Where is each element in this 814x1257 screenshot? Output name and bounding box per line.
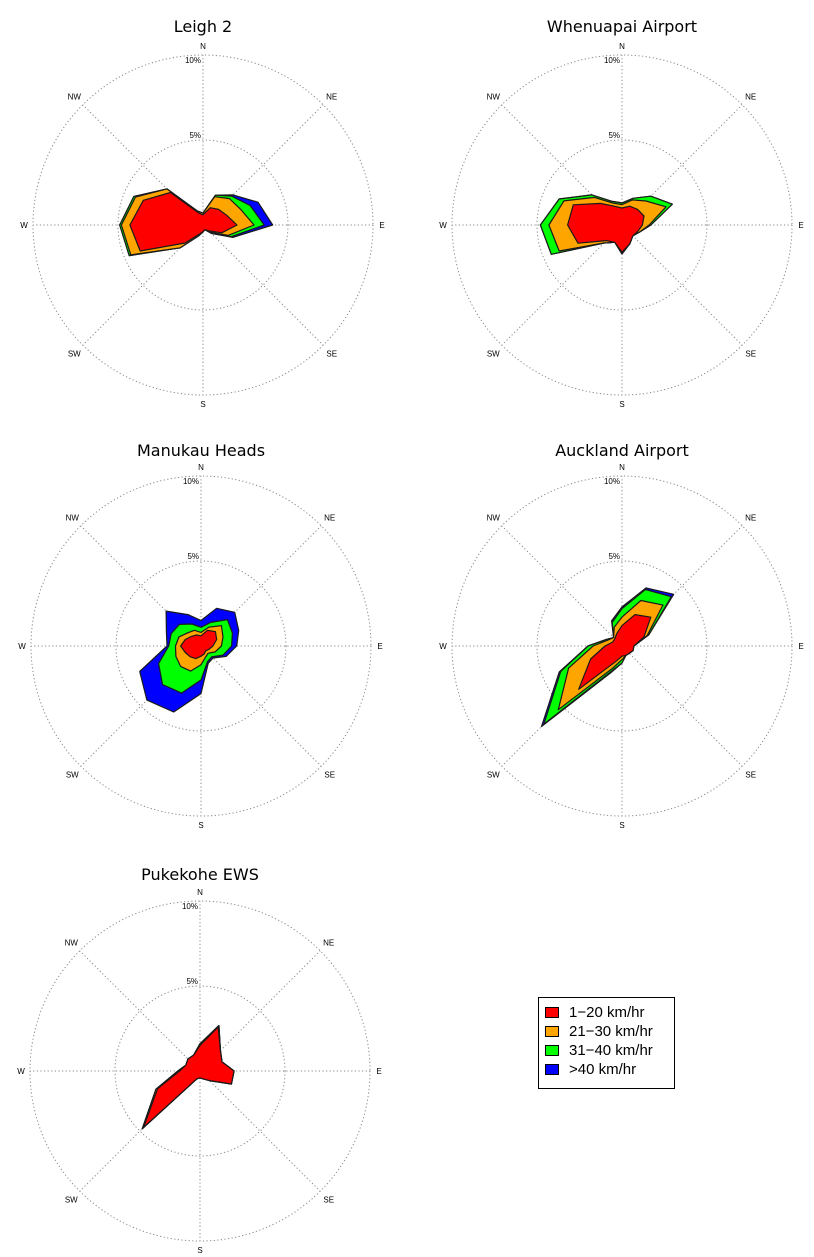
grid-spoke xyxy=(199,1070,321,1192)
ring-label-10: 10% xyxy=(185,56,201,65)
compass-label-sw: SW xyxy=(66,771,79,780)
grid-ring-5 xyxy=(536,139,708,311)
grid-spoke xyxy=(621,224,743,346)
panel-title: Auckland Airport xyxy=(555,441,689,460)
compass-label-nw: NW xyxy=(68,92,82,101)
compass-label-nw: NW xyxy=(65,938,79,947)
ring-label-10: 10% xyxy=(604,56,620,65)
legend-swatch xyxy=(545,1007,559,1018)
compass-label-e: E xyxy=(798,221,803,230)
panel-title: Pukekohe EWS xyxy=(141,865,259,884)
panel-title: Manukau Heads xyxy=(137,441,265,460)
compass-label-e: E xyxy=(376,1067,381,1076)
legend-item: 1−20 km/hr xyxy=(545,1003,668,1022)
compass-label-se: SE xyxy=(745,350,756,359)
wind-rose-panel: Manukau Heads 5% 10% N NE E SE S SW W NW xyxy=(18,441,382,830)
compass-label-sw: SW xyxy=(487,350,500,359)
compass-label-w: W xyxy=(439,221,447,230)
compass-label-s: S xyxy=(197,1246,202,1255)
compass-label-se: SE xyxy=(745,771,756,780)
wind-rose-panel: Whenuapai Airport 5% 10% N NE E SE S SW W NW xyxy=(439,17,803,409)
compass-label-s: S xyxy=(619,400,624,409)
ring-label-5: 5% xyxy=(608,131,620,140)
grid-ring-5 xyxy=(536,560,708,732)
panel-title: Leigh 2 xyxy=(174,17,232,36)
compass-label-s: S xyxy=(198,821,203,830)
legend-label: >40 km/hr xyxy=(569,1061,637,1078)
legend-label: 21−30 km/hr xyxy=(569,1023,653,1040)
legend-label: 1−20 km/hr xyxy=(569,1004,645,1021)
rose-band-1 xyxy=(129,191,238,252)
compass-label-ne: NE xyxy=(324,513,335,522)
wind-rose-panel: Pukekohe EWS 5% 10% N NE E SE S SW W NW xyxy=(17,865,381,1255)
wind-rose-panel: Auckland Airport 5% 10% N NE E SE S SW W NW xyxy=(439,441,803,830)
legend-label: 31−40 km/hr xyxy=(569,1042,653,1059)
compass-label-ne: NE xyxy=(745,513,756,522)
wind-rose-panel: Leigh 2 5% 10% N NE E SE S SW W NW xyxy=(20,17,384,409)
rose-band-1 xyxy=(578,613,652,690)
compass-label-n: N xyxy=(200,42,206,51)
ring-label-10: 10% xyxy=(182,902,198,911)
compass-label-n: N xyxy=(197,888,203,897)
rose-band-1 xyxy=(566,202,645,253)
grid-spoke xyxy=(79,950,201,1072)
grid-spoke xyxy=(501,525,623,647)
compass-label-n: N xyxy=(619,463,625,472)
compass-label-nw: NW xyxy=(66,513,80,522)
grid-spoke xyxy=(202,224,324,346)
legend: 1−20 km/hr 21−30 km/hr 31−40 km/hr >40 k… xyxy=(538,997,675,1089)
grid-ring-5 xyxy=(115,560,287,732)
compass-label-n: N xyxy=(198,463,204,472)
legend-item: 31−40 km/hr xyxy=(545,1041,668,1060)
compass-label-ne: NE xyxy=(323,938,334,947)
compass-label-w: W xyxy=(439,642,447,651)
compass-label-n: N xyxy=(619,42,625,51)
ring-label-10: 10% xyxy=(604,477,620,486)
compass-label-se: SE xyxy=(326,350,337,359)
panel-title: Whenuapai Airport xyxy=(547,17,697,36)
ring-label-5: 5% xyxy=(608,552,620,561)
legend-item: >40 km/hr xyxy=(545,1060,668,1079)
legend-swatch xyxy=(545,1026,559,1037)
rose-band-1 xyxy=(142,1026,235,1129)
legend-swatch xyxy=(545,1064,559,1075)
legend-swatch xyxy=(545,1045,559,1056)
ring-label-5: 5% xyxy=(187,552,199,561)
compass-label-sw: SW xyxy=(65,1196,78,1205)
ring-label-5: 5% xyxy=(189,131,201,140)
compass-label-ne: NE xyxy=(745,92,756,101)
grid-spoke xyxy=(200,645,322,767)
legend-item: 21−30 km/hr xyxy=(545,1022,668,1041)
compass-label-e: E xyxy=(798,642,803,651)
compass-label-w: W xyxy=(20,221,28,230)
compass-label-w: W xyxy=(17,1067,25,1076)
compass-label-se: SE xyxy=(323,1196,334,1205)
rose-band-1 xyxy=(180,629,218,660)
compass-label-se: SE xyxy=(324,771,335,780)
ring-label-5: 5% xyxy=(186,977,198,986)
grid-ring-5 xyxy=(117,139,289,311)
compass-label-nw: NW xyxy=(487,92,501,101)
compass-label-ne: NE xyxy=(326,92,337,101)
compass-label-sw: SW xyxy=(68,350,81,359)
compass-label-e: E xyxy=(379,221,384,230)
compass-label-sw: SW xyxy=(487,771,500,780)
grid-spoke xyxy=(621,645,743,767)
compass-label-nw: NW xyxy=(487,513,501,522)
compass-label-w: W xyxy=(18,642,26,651)
compass-label-s: S xyxy=(200,400,205,409)
grid-ring-5 xyxy=(114,985,286,1157)
compass-label-e: E xyxy=(377,642,382,651)
compass-label-s: S xyxy=(619,821,624,830)
ring-label-10: 10% xyxy=(183,477,199,486)
